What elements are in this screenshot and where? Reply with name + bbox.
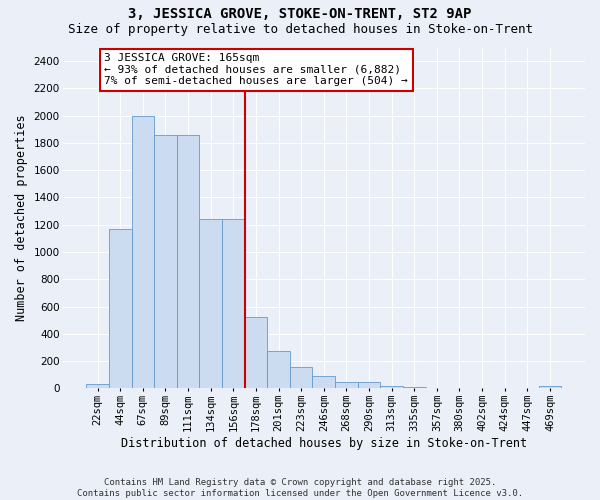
- Bar: [222, 220, 245, 388]
- Bar: [403, 387, 425, 388]
- Bar: [109, 229, 131, 388]
- Bar: [539, 386, 561, 388]
- Y-axis label: Number of detached properties: Number of detached properties: [15, 114, 28, 322]
- Bar: [313, 376, 335, 388]
- Bar: [335, 382, 358, 388]
- Bar: [154, 135, 177, 388]
- Bar: [380, 386, 403, 388]
- Bar: [358, 382, 380, 388]
- Bar: [290, 368, 313, 388]
- Bar: [199, 220, 222, 388]
- Bar: [177, 135, 199, 388]
- Bar: [245, 318, 267, 388]
- Bar: [131, 116, 154, 388]
- Text: Contains HM Land Registry data © Crown copyright and database right 2025.
Contai: Contains HM Land Registry data © Crown c…: [77, 478, 523, 498]
- Text: Size of property relative to detached houses in Stoke-on-Trent: Size of property relative to detached ho…: [67, 22, 533, 36]
- X-axis label: Distribution of detached houses by size in Stoke-on-Trent: Distribution of detached houses by size …: [121, 437, 527, 450]
- Bar: [267, 351, 290, 389]
- Text: 3, JESSICA GROVE, STOKE-ON-TRENT, ST2 9AP: 3, JESSICA GROVE, STOKE-ON-TRENT, ST2 9A…: [128, 8, 472, 22]
- Bar: [86, 384, 109, 388]
- Text: 3 JESSICA GROVE: 165sqm
← 93% of detached houses are smaller (6,882)
7% of semi-: 3 JESSICA GROVE: 165sqm ← 93% of detache…: [104, 53, 408, 86]
